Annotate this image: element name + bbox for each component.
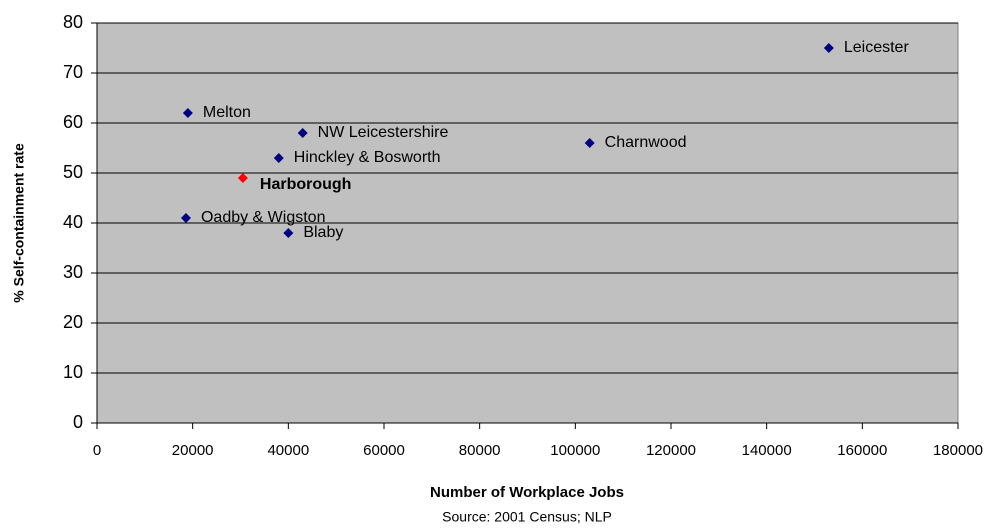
point-label: NW Leicestershire <box>318 124 449 141</box>
x-tick-label: 160000 <box>837 442 887 459</box>
point <box>273 153 284 163</box>
y-tick-label: 20 <box>63 312 83 332</box>
x-tick-label: 0 <box>93 442 101 459</box>
x-axis-title: Number of Workplace Jobs <box>430 484 624 501</box>
point-label: Oadby & Wigston <box>201 209 326 226</box>
y-tick-label: 70 <box>63 62 83 82</box>
x-tick-label: 40000 <box>267 442 309 459</box>
point <box>182 108 193 118</box>
x-tick-label: 140000 <box>742 442 792 459</box>
y-axis-title: % Self-containment rate <box>11 143 27 303</box>
point <box>584 138 595 148</box>
x-tick-label: 120000 <box>646 442 696 459</box>
point-label: Harborough <box>260 176 352 193</box>
y-tick-label: 50 <box>63 162 83 182</box>
y-tick-label: 30 <box>63 262 83 282</box>
source-note: Source: 2001 Census; NLP <box>442 509 612 525</box>
y-tick-label: 0 <box>73 412 83 432</box>
x-tick-label: 80000 <box>459 442 501 459</box>
y-tick-label: 60 <box>63 112 83 132</box>
x-tick-label: 100000 <box>550 442 600 459</box>
point <box>283 228 294 238</box>
y-tick-label: 10 <box>63 362 83 382</box>
y-tick-label: 40 <box>63 212 83 232</box>
point <box>180 213 191 223</box>
y-tick-label: 80 <box>63 12 83 32</box>
point-label: Charnwood <box>605 134 687 151</box>
x-tick-label: 20000 <box>172 442 214 459</box>
point <box>297 128 308 138</box>
x-tick-label: 180000 <box>933 442 983 459</box>
point <box>823 43 834 53</box>
point <box>237 173 248 183</box>
point-label: Blaby <box>303 224 343 241</box>
x-tick-label: 60000 <box>363 442 405 459</box>
point-label: Hinckley & Bosworth <box>294 149 441 166</box>
point-label: Leicester <box>844 39 910 56</box>
point-label: Melton <box>203 104 251 121</box>
